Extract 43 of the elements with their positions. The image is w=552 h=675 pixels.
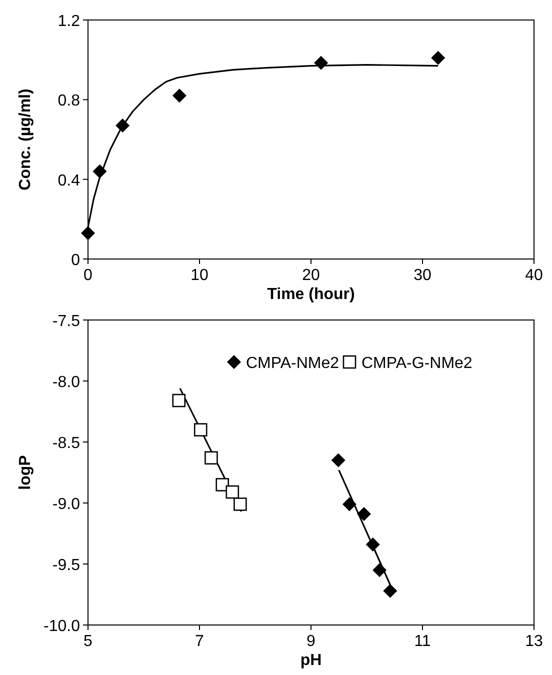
point: [81, 226, 95, 240]
x-tick-label: 5: [84, 633, 93, 650]
y-tick-label: -7.5: [52, 313, 80, 330]
y-tick-label: 0: [71, 252, 80, 269]
point: [331, 453, 346, 468]
point: [366, 537, 380, 552]
x-tick-label: 9: [306, 633, 316, 650]
point: [431, 50, 446, 65]
legend-label: CMPA-G-NMe2: [362, 355, 472, 372]
y-tick-label: -10.0: [44, 618, 80, 635]
point: [194, 423, 208, 436]
y-axis-title: Conc. (µg/ml): [17, 88, 34, 190]
point: [356, 506, 371, 521]
y-tick-label: -9.0: [52, 496, 80, 513]
point: [116, 118, 130, 133]
point: [342, 497, 356, 512]
x-axis-title: Time (hour): [267, 286, 355, 303]
y-tick-label: 0.8: [58, 92, 80, 110]
x-axis-title: pH: [300, 652, 322, 669]
x-tick-label: 20: [302, 267, 320, 284]
y-tick-label: 0.4: [58, 172, 80, 190]
point: [92, 164, 107, 178]
y-tick-label: 1.2: [58, 13, 80, 30]
point: [172, 88, 186, 103]
x-tick-label: 13: [525, 633, 543, 650]
point: [226, 485, 240, 499]
point: [234, 498, 247, 511]
y-tick-label: -8.0: [52, 374, 80, 391]
x-tick-label: 11: [414, 633, 431, 650]
y-tick-label: -9.5: [52, 557, 80, 574]
x-tick-label: 0: [84, 267, 93, 284]
x-tick-label: 40: [525, 267, 543, 284]
point: [204, 451, 218, 465]
point: [383, 584, 398, 598]
point: [314, 56, 328, 70]
point: [372, 563, 387, 578]
y-tick-label: -8.5: [52, 435, 80, 452]
x-tick-label: 7: [195, 633, 204, 650]
y-axis-title: logP: [17, 454, 34, 490]
point: [172, 394, 186, 408]
x-tick-label: 30: [414, 267, 432, 284]
legend-label: CMPA-NMe2: [246, 355, 340, 372]
x-tick-label: 10: [190, 267, 208, 284]
